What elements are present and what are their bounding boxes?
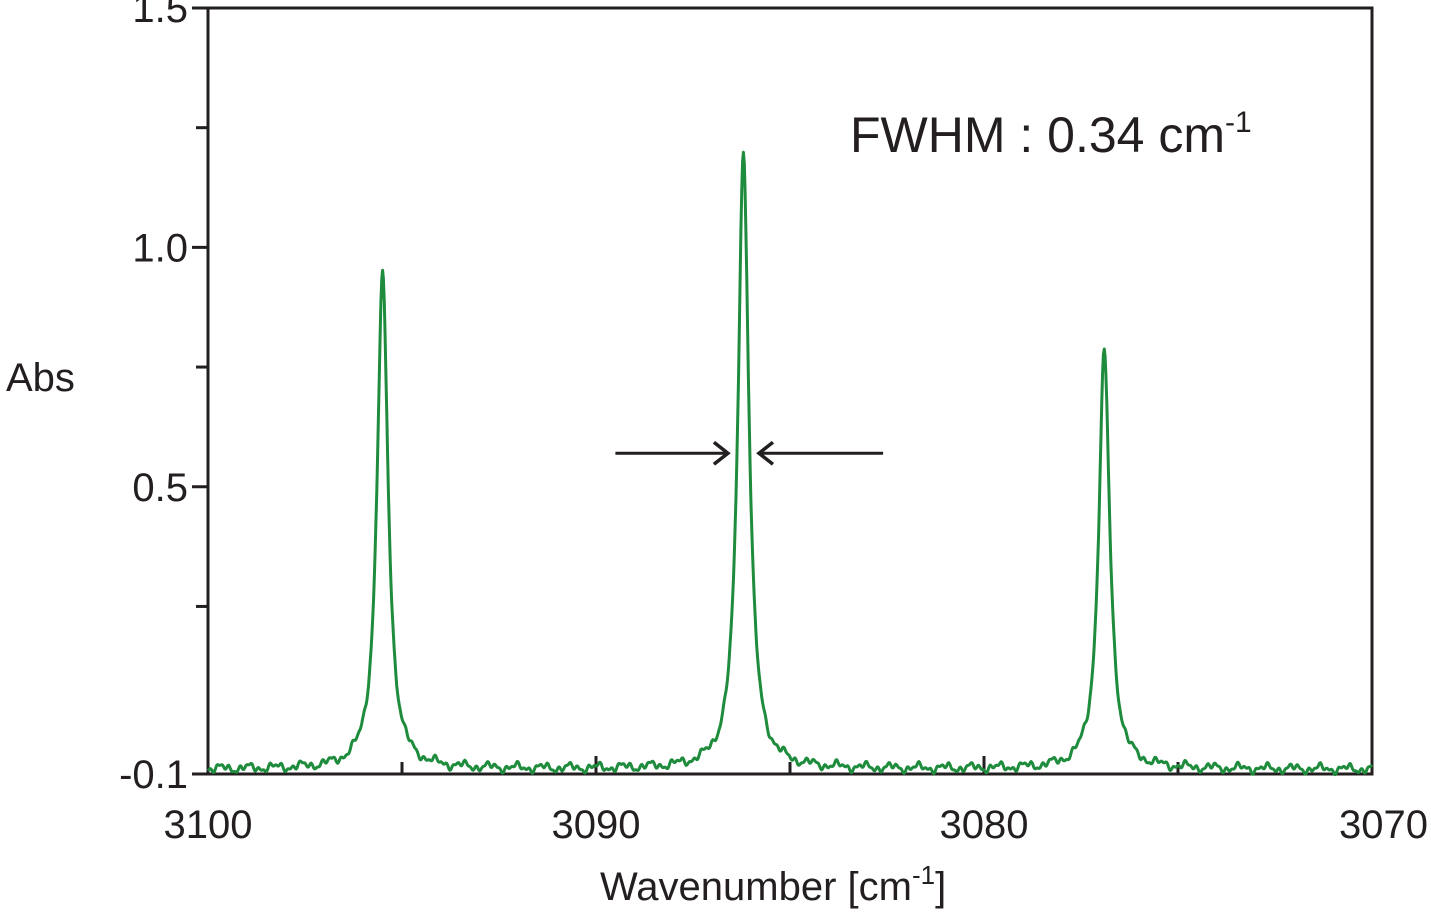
x-tick-label: 3080 [940, 803, 1029, 847]
x-axis-title-suffix: ] [935, 865, 946, 909]
fwhm-arrow-right-head [756, 440, 775, 466]
fwhm-annotation-text: FWHM : 0.34 cm [850, 107, 1225, 163]
fwhm-annotation: FWHM : 0.34 cm-1 [850, 106, 1252, 163]
x-tick-label: 3070 [1339, 803, 1428, 847]
y-axis-ticks: -0.1 0.5 1.0 1.5 [119, 0, 208, 797]
x-axis-title-text: Wavenumber [cm [600, 865, 912, 909]
fwhm-annotation-sup: -1 [1225, 106, 1252, 139]
x-tick-label: 3100 [164, 803, 253, 847]
y-tick-label: -0.1 [119, 753, 188, 797]
y-tick-label: 1.0 [132, 226, 188, 270]
y-axis-title: Abs [6, 356, 75, 400]
x-tick-label: 3090 [552, 803, 641, 847]
y-tick-label: 0.5 [132, 466, 188, 510]
y-tick-label: 1.5 [132, 0, 188, 31]
spectrum-series-line [206, 150, 1374, 777]
x-axis-title-sup: -1 [912, 860, 935, 890]
fwhm-arrow-left-head [712, 440, 731, 466]
x-axis-ticks: 3100 3090 3080 3070 [164, 756, 1428, 847]
x-axis-title: Wavenumber [cm-1] [600, 860, 946, 909]
fwhm-arrows [615, 440, 884, 466]
